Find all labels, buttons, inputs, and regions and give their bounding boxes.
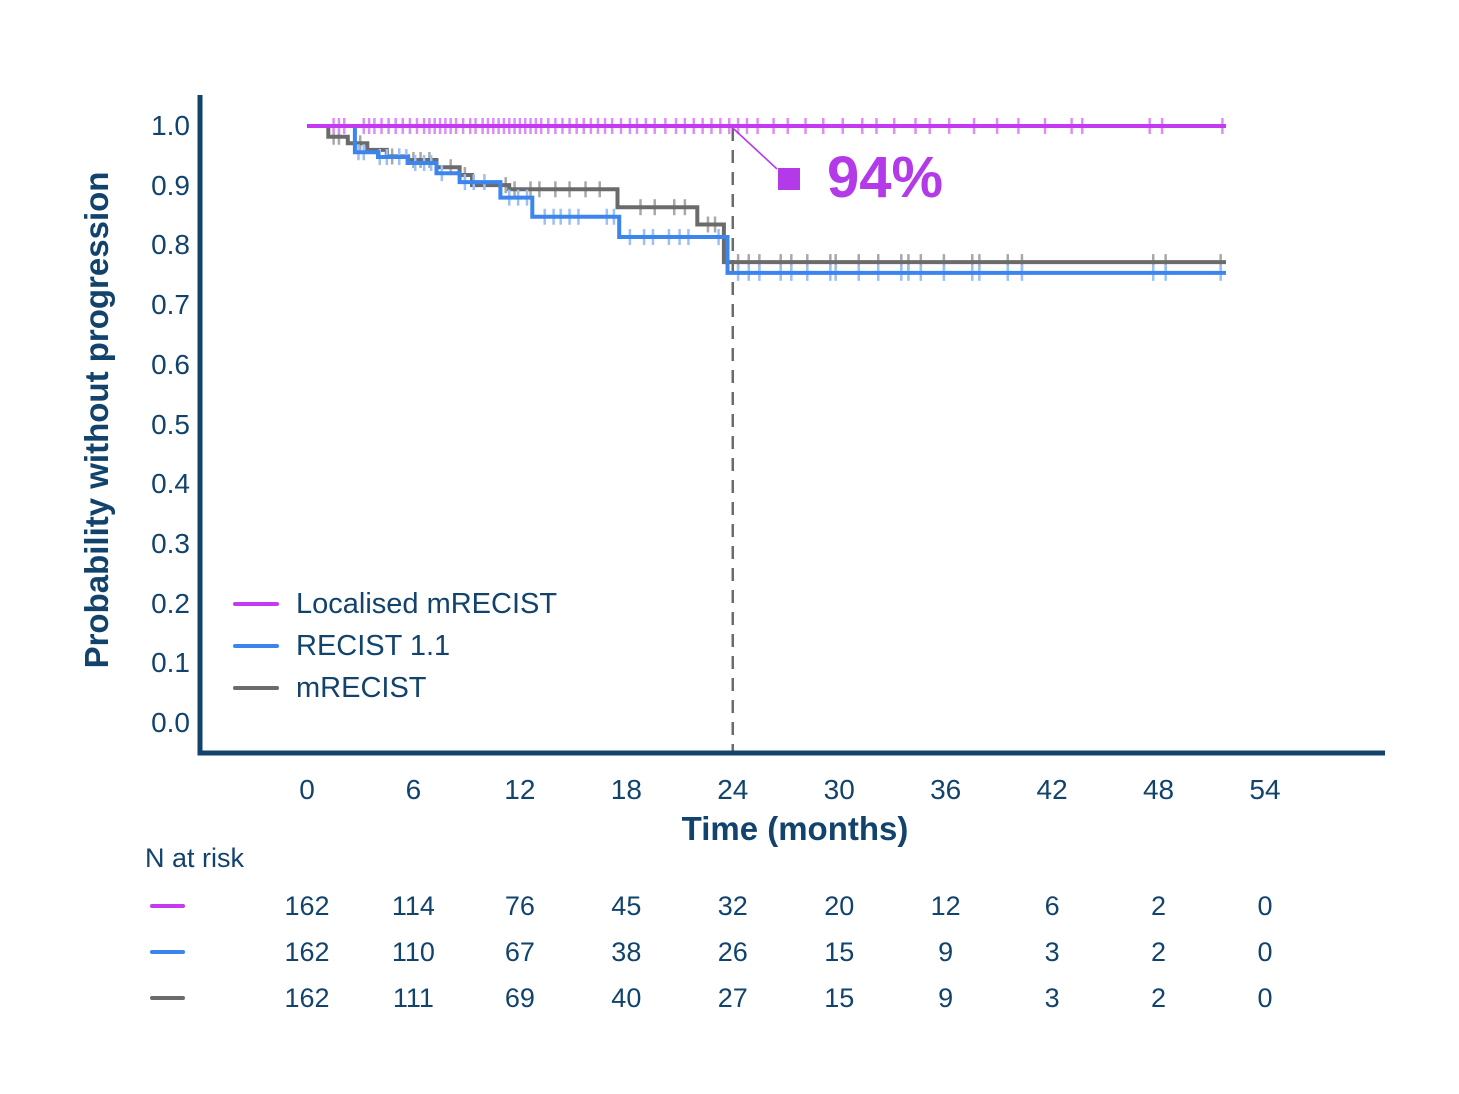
legend-swatch-recist-1-1: [233, 644, 279, 648]
n-at-risk-cell: 110: [391, 937, 435, 967]
n-at-risk-row-swatch: [150, 950, 185, 954]
y-tick-label-0.4: 0.4: [151, 468, 190, 500]
x-tick-label-18: 18: [610, 774, 642, 805]
n-at-risk-cell: 3: [1044, 937, 1060, 967]
n-at-risk-cell: 162: [284, 937, 330, 967]
y-tick-label-0.9: 0.9: [151, 169, 190, 201]
n-at-risk-cell: 2: [1151, 983, 1167, 1013]
n-at-risk-cell: 0: [1257, 937, 1273, 967]
x-tick-label-30: 30: [823, 774, 855, 805]
n-at-risk-title: N at risk: [145, 843, 245, 873]
n-at-risk-cell: 9: [938, 937, 954, 967]
n-at-risk-cell: 67: [504, 937, 535, 967]
legend-swatch-mrecist: [233, 686, 279, 690]
legend-item-mrecist: mRECIST: [233, 667, 557, 709]
n-at-risk-row-recist-1-1: 162 110 67 38 26 15 9 3 2 0: [0, 936, 1459, 969]
x-tick-label-0: 0: [299, 774, 315, 805]
n-at-risk-cell: 26: [717, 937, 748, 967]
y-tick-label-0.5: 0.5: [151, 408, 190, 440]
y-tick-label-0.8: 0.8: [151, 229, 190, 261]
x-tick-label-6: 6: [405, 774, 422, 805]
n-at-risk-cell: 2: [1151, 891, 1167, 921]
n-at-risk-row-localised-mrecist: 162 114 76 45 32 20 12 6 2 0: [0, 890, 1459, 923]
y-tick-label-0.0: 0.0: [151, 707, 190, 738]
n-at-risk-cell: 162: [284, 983, 330, 1013]
x-tick-label-42: 42: [1036, 774, 1068, 805]
annotation-callout-line: [732, 127, 778, 170]
legend-label-localised-mrecist: Localised mRECIST: [296, 587, 558, 620]
n-at-risk-cell: 2: [1151, 937, 1167, 967]
annotation-94-percent-label: 94%: [827, 145, 944, 210]
legend-swatch-localised-mrecist: [233, 602, 279, 606]
legend: Localised mRECIST RECIST 1.1 mRECIST: [233, 583, 557, 709]
n-at-risk-cell: 9: [938, 983, 954, 1013]
n-at-risk-cell: 15: [824, 983, 855, 1013]
n-at-risk-cell: 45: [611, 891, 642, 921]
legend-item-recist-1-1: RECIST 1.1: [233, 625, 557, 667]
n-at-risk-cell: 3: [1044, 983, 1060, 1013]
n-at-risk-cell: 12: [930, 891, 961, 921]
n-at-risk-cell: 15: [824, 937, 855, 967]
y-tick-label-0.7: 0.7: [151, 289, 190, 321]
x-tick-label-54: 54: [1249, 774, 1281, 805]
n-at-risk-cell: 111: [392, 983, 434, 1013]
n-at-risk-cell: 20: [824, 891, 855, 921]
n-at-risk-cell: 0: [1257, 891, 1273, 921]
x-axis-title: Time (months): [681, 810, 909, 847]
x-tick-label-36: 36: [930, 774, 962, 805]
y-tick-label-0.1: 0.1: [151, 647, 190, 679]
x-tick-label-12: 12: [504, 774, 536, 805]
n-at-risk-cell: 40: [611, 983, 642, 1013]
legend-label-mrecist: mRECIST: [296, 671, 427, 704]
n-at-risk-cell: 114: [391, 891, 435, 921]
y-tick-label-1.0: 1.0: [151, 110, 190, 141]
km-curve-recist-1-1: [307, 124, 1226, 275]
legend-item-localised-mrecist: Localised mRECIST: [233, 583, 557, 625]
x-tick-label-24: 24: [717, 774, 749, 805]
y-tick-label-0.2: 0.2: [151, 587, 190, 619]
annotation-square-marker: [778, 168, 800, 190]
n-at-risk-cell: 162: [284, 891, 330, 921]
n-at-risk-cell: 32: [717, 891, 748, 921]
y-axis-title: Probability without progression: [78, 171, 115, 669]
legend-label-recist-1-1: RECIST 1.1: [296, 629, 451, 662]
n-at-risk-cell: 6: [1044, 891, 1060, 921]
n-at-risk-row-mrecist: 162 111 69 40 27 15 9 3 2 0: [0, 982, 1459, 1015]
y-tick-label-0.6: 0.6: [151, 348, 190, 380]
n-at-risk-row-swatch: [150, 904, 185, 908]
n-at-risk-cell: 76: [504, 891, 535, 921]
n-at-risk-cell: 0: [1257, 983, 1273, 1013]
y-tick-label-0.3: 0.3: [151, 527, 190, 559]
x-tick-label-48: 48: [1142, 774, 1175, 805]
n-at-risk-cell: 38: [611, 937, 642, 967]
n-at-risk-cell: 27: [717, 983, 748, 1013]
km-curve-mrecist: [307, 124, 1226, 265]
n-at-risk-cell: 69: [504, 983, 535, 1013]
n-at-risk-row-swatch: [150, 996, 185, 1000]
